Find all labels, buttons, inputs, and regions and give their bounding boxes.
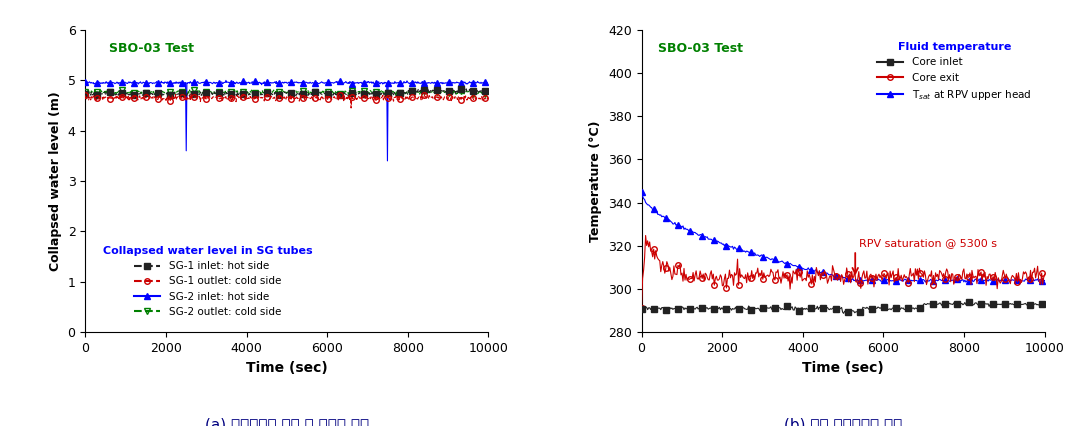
Text: (a) 증기발생기 튜브 내 수위의 변화: (a) 증기발생기 튜브 내 수위의 변화 [205,417,369,426]
Y-axis label: Collapsed water level (m): Collapsed water level (m) [49,91,62,271]
Text: SBO-03 Test: SBO-03 Test [658,42,743,55]
Legend: SG-1 inlet: hot side, SG-1 outlet: cold side, SG-2 inlet: hot side, SG-2 outlet:: SG-1 inlet: hot side, SG-1 outlet: cold … [98,242,317,321]
X-axis label: Time (sec): Time (sec) [803,360,884,374]
Text: (b) 계통 유체온도의 변화: (b) 계통 유체온도의 변화 [784,417,902,426]
Text: SBO-03 Test: SBO-03 Test [110,42,194,55]
X-axis label: Time (sec): Time (sec) [246,360,327,374]
Legend: Core inlet, Core exit, T$_{sat}$ at RPV upper head: Core inlet, Core exit, T$_{sat}$ at RPV … [873,38,1035,106]
Text: RPV saturation @ 5300 s: RPV saturation @ 5300 s [859,238,998,248]
Y-axis label: Temperature (°C): Temperature (°C) [589,120,602,242]
